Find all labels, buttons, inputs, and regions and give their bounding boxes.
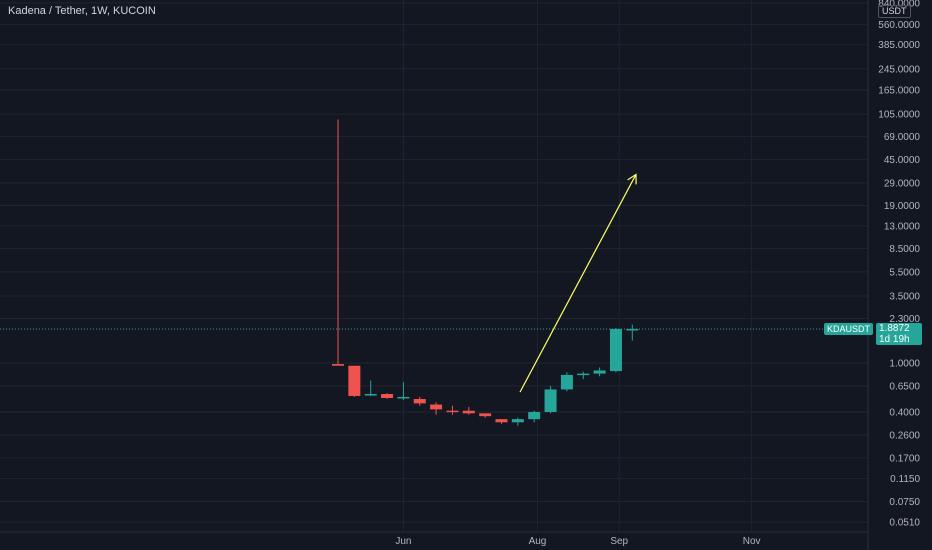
candle-body: [609, 328, 622, 372]
price-tick-label: 5.5000: [889, 267, 920, 278]
price-tick-label: 165.0000: [878, 85, 920, 96]
price-tick-label: 840.0000: [878, 0, 920, 9]
candle-body: [462, 410, 475, 414]
candle-body: [626, 328, 639, 331]
time-axis: Jun Aug Sep Nov: [395, 536, 760, 547]
candle-body: [511, 419, 524, 423]
candle-body: [577, 373, 590, 376]
price-tick-label: 8.5000: [889, 244, 920, 255]
time-tick-label: Jun: [395, 536, 411, 547]
price-tick-label: 0.0510: [889, 518, 920, 529]
candle-body: [397, 396, 410, 399]
time-tick-label: Sep: [610, 536, 628, 547]
candle-body: [348, 365, 361, 396]
chart-title: Kadena / Tether, 1W, KUCOIN: [8, 5, 156, 17]
price-tick-label: 0.1700: [889, 453, 920, 464]
arrow-shaft: [519, 174, 637, 393]
price-tick-label: 560.0000: [878, 20, 920, 31]
ticker-label: KDAUSDT: [824, 323, 874, 336]
price-tick-label: 19.0000: [884, 201, 921, 212]
price-tick-label: 245.0000: [878, 64, 920, 75]
price-tick-label: 0.6500: [889, 382, 920, 393]
price-tick-label: 0.4000: [889, 408, 920, 419]
time-tick-label: Nov: [743, 536, 761, 547]
candle-body: [332, 364, 344, 366]
candle-body: [381, 394, 394, 398]
price-tick-label: 385.0000: [878, 40, 920, 51]
price-tick-label: 0.2600: [889, 431, 920, 442]
arrow-head: [627, 173, 637, 185]
price-tick-label: 45.0000: [884, 155, 921, 166]
candle-body: [528, 412, 541, 420]
price-tick-label: 0.0750: [889, 497, 920, 508]
bar-countdown: 1d 19h: [879, 334, 910, 346]
price-tick-label: 29.0000: [884, 178, 921, 189]
candle-body: [560, 374, 573, 390]
price-axis: 840.0000 560.0000 385.0000 245.0000 165.0000…: [878, 0, 920, 529]
currency-label[interactable]: USDT: [878, 5, 911, 18]
price-tick-label: 13.0000: [884, 221, 921, 232]
price-tick-label: 2.3000: [889, 314, 920, 325]
candle-body: [495, 419, 508, 423]
price-tick-label: 105.0000: [878, 110, 920, 121]
time-tick-label: Aug: [529, 536, 547, 547]
price-tick-label: 0.1150: [890, 474, 920, 485]
last-price-value: 1.8872: [879, 323, 910, 335]
candle-body: [364, 394, 377, 396]
candle-body: [479, 413, 492, 417]
price-tick-label: 69.0000: [884, 132, 921, 143]
candle-body: [593, 370, 606, 374]
grid: [0, 0, 868, 532]
last-price-label: 1.8872 1d 19h: [876, 323, 922, 346]
price-tick-label: 3.5000: [889, 292, 920, 303]
price-tick-label: 1.0000: [889, 359, 920, 370]
candles: [332, 119, 639, 426]
candle-body: [413, 399, 426, 404]
candle-body: [544, 389, 557, 412]
candle-body: [446, 410, 459, 413]
trend-arrow[interactable]: [519, 173, 637, 393]
candle-body: [430, 404, 443, 410]
